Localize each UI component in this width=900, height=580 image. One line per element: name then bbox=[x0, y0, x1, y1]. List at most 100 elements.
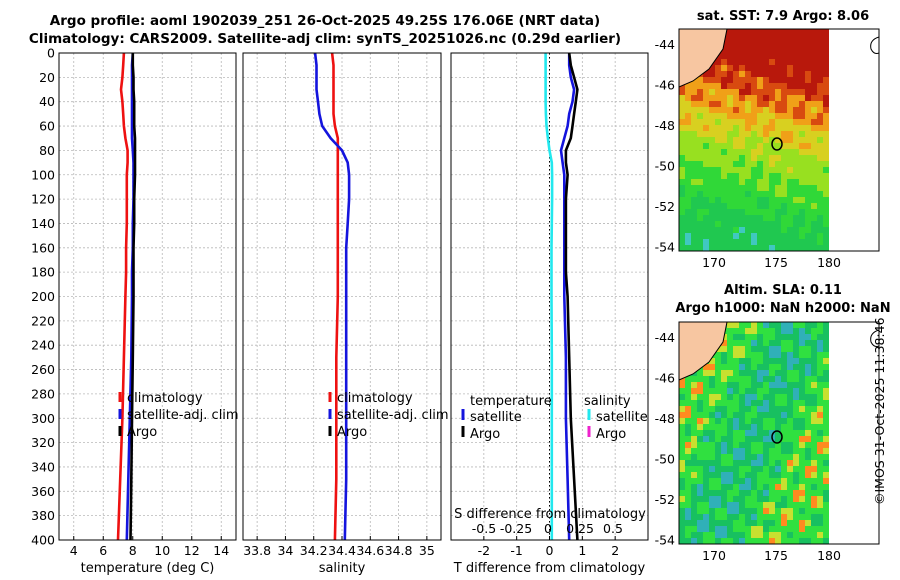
map-cell bbox=[703, 167, 710, 174]
map-cell bbox=[811, 209, 818, 216]
map-cell bbox=[787, 245, 794, 252]
map-cell bbox=[799, 466, 806, 473]
map-cell bbox=[751, 143, 758, 150]
map-cell bbox=[715, 233, 722, 240]
map-cell bbox=[799, 448, 806, 455]
map-cell bbox=[811, 89, 818, 96]
map-cell bbox=[793, 430, 800, 437]
map-cell bbox=[811, 35, 818, 42]
map-cell bbox=[817, 131, 824, 138]
map-cell bbox=[805, 496, 812, 503]
x-tick-label: 34.2 bbox=[300, 543, 328, 558]
map-cell bbox=[733, 113, 740, 120]
map-cell bbox=[739, 191, 746, 198]
map-cell bbox=[805, 161, 812, 168]
map-cell bbox=[793, 538, 800, 545]
map-cell bbox=[691, 191, 698, 198]
map-cell bbox=[799, 227, 806, 234]
map-cell bbox=[691, 430, 698, 437]
map-cell bbox=[787, 185, 794, 192]
map-cell bbox=[805, 436, 812, 443]
map-cell bbox=[727, 95, 734, 102]
map-cell bbox=[709, 454, 716, 461]
legend-label: satellite bbox=[470, 410, 522, 425]
map-cell bbox=[751, 167, 758, 174]
map-cell bbox=[763, 89, 770, 96]
map-cell bbox=[817, 370, 824, 377]
map-cell bbox=[763, 239, 770, 246]
map-lon-label: 175 bbox=[764, 548, 788, 563]
map-cell bbox=[799, 107, 806, 114]
map-cell bbox=[685, 215, 692, 222]
map-cell bbox=[787, 328, 794, 335]
map-cell bbox=[751, 155, 758, 162]
map-cell bbox=[817, 107, 824, 114]
axes-frame bbox=[58, 52, 237, 541]
map-cell bbox=[733, 233, 740, 240]
map-cell bbox=[733, 448, 740, 455]
map-cell bbox=[763, 215, 770, 222]
map-cell bbox=[685, 460, 692, 467]
map-cell bbox=[751, 538, 758, 545]
map-cell bbox=[781, 508, 788, 515]
map-cell bbox=[769, 442, 776, 449]
map-cell bbox=[793, 376, 800, 383]
map-cell bbox=[781, 532, 788, 539]
map-cell bbox=[751, 478, 758, 485]
map-cell bbox=[721, 161, 728, 168]
map-cell bbox=[805, 215, 812, 222]
map-cell bbox=[739, 149, 746, 156]
map-cell bbox=[751, 526, 758, 533]
map-cell bbox=[691, 95, 698, 102]
map-cell bbox=[739, 454, 746, 461]
map-cell bbox=[823, 538, 830, 545]
map-cell bbox=[811, 430, 818, 437]
map-cell bbox=[763, 35, 770, 42]
map-cell bbox=[811, 418, 818, 425]
map-cell bbox=[811, 388, 818, 395]
map-cell bbox=[703, 119, 710, 126]
map-cell bbox=[793, 29, 800, 36]
map-cell bbox=[799, 239, 806, 246]
map-cell bbox=[709, 382, 716, 389]
map-cell bbox=[691, 376, 698, 383]
map-cell bbox=[811, 508, 818, 515]
map-cell bbox=[799, 41, 806, 48]
map-cell bbox=[709, 502, 716, 509]
map-cell bbox=[709, 448, 716, 455]
map-cell bbox=[709, 71, 716, 78]
map-cell bbox=[703, 113, 710, 120]
x-tick-label: 4 bbox=[70, 543, 78, 558]
map-cell bbox=[817, 376, 824, 383]
map-cell bbox=[733, 47, 740, 54]
map-cell bbox=[781, 472, 788, 479]
map-cell bbox=[787, 358, 794, 365]
map-cell bbox=[697, 394, 704, 401]
map-cell bbox=[775, 125, 782, 132]
map-cell bbox=[685, 155, 692, 162]
map-cell bbox=[817, 472, 824, 479]
map-cell bbox=[727, 442, 734, 449]
map-cell bbox=[799, 179, 806, 186]
map-cell bbox=[727, 346, 734, 353]
map-cell bbox=[709, 532, 716, 539]
map-cell bbox=[691, 526, 698, 533]
map-cell bbox=[775, 436, 782, 443]
map-cell bbox=[817, 35, 824, 42]
map-cell bbox=[745, 526, 752, 533]
map-cell bbox=[799, 245, 806, 252]
map-cell bbox=[805, 203, 812, 210]
map-cell bbox=[697, 376, 704, 383]
map-cell bbox=[727, 35, 734, 42]
map-cell bbox=[679, 161, 686, 168]
map-cell bbox=[799, 191, 806, 198]
map-cell bbox=[793, 149, 800, 156]
map-cell bbox=[739, 143, 746, 150]
map-cell bbox=[685, 520, 692, 527]
map-cell bbox=[697, 448, 704, 455]
map-cell bbox=[727, 245, 734, 252]
imos-credit: ©IMOS 31-Oct-2025 11:38:46 bbox=[872, 317, 887, 505]
map-cell bbox=[811, 155, 818, 162]
map-cell bbox=[799, 484, 806, 491]
map-cell bbox=[757, 406, 764, 413]
